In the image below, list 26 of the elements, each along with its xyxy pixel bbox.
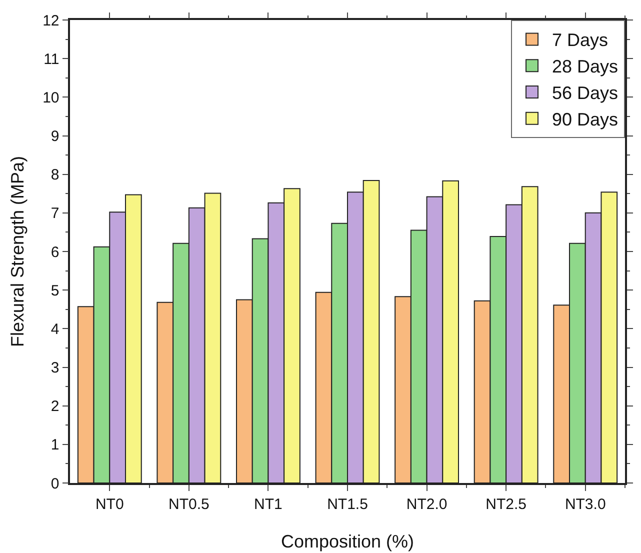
y-tick-label: 12 [42, 12, 60, 30]
y-tick-label: 11 [44, 50, 60, 68]
x-axis-title: Composition (%) [280, 532, 414, 552]
y-tick-label: 5 [50, 282, 60, 300]
x-tick-label: NT0.5 [168, 496, 210, 513]
legend-label: 28 Days [552, 56, 618, 77]
y-tick-label: 10 [42, 89, 60, 106]
x-tick-label: NT3.0 [564, 496, 606, 513]
y-tick-label: 1 [50, 436, 60, 454]
x-tick-label: NT1.5 [327, 496, 368, 513]
x-tick-label: NT2.5 [486, 496, 526, 513]
y-tick-label: 0 [50, 475, 60, 492]
y-tick-label: 8 [50, 166, 60, 184]
legend-label: 7 Days [552, 30, 608, 50]
legend-label: 90 Days [552, 109, 618, 130]
y-tick-label: 2 [50, 398, 60, 416]
x-tick-label: NT0 [95, 496, 124, 513]
y-tick-label: 6 [50, 244, 60, 261]
legend-label: 56 Days [552, 83, 618, 104]
y-tick-label: 4 [50, 320, 60, 338]
x-tick-label: NT1 [254, 496, 282, 513]
y-tick-label: 7 [50, 205, 60, 222]
y-axis-title: Flexural Strength (MPa) [8, 156, 28, 348]
y-tick-label: 3 [50, 360, 60, 376]
x-tick-label: NT2.0 [406, 496, 448, 513]
y-tick-label: 9 [50, 128, 60, 145]
